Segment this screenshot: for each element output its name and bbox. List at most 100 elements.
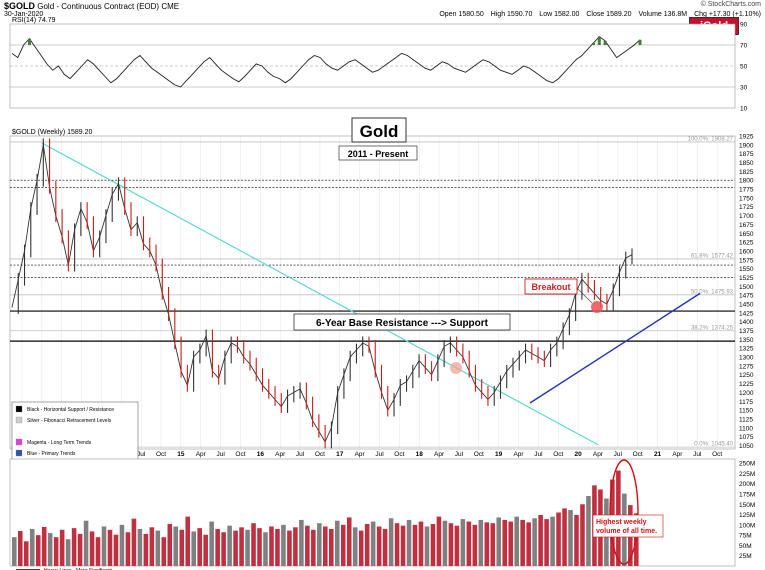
volume-bar [149,527,155,566]
volume-bar [287,530,292,566]
exchange: CME [161,2,180,11]
blue-trend-line [529,292,701,404]
price-series-layer [11,138,633,449]
price-tick-label: 1350 [739,337,754,344]
volume-bar [251,523,256,566]
volume-tick-label: 175M [739,491,755,498]
x-tick-label: Apr [434,451,445,458]
open-value: Open 1580.50 [439,11,484,18]
price-tick-label: 1775 [739,187,754,194]
volume-tick-label: 75M [739,533,752,540]
volume-bar [23,541,29,566]
volume-bar [221,532,226,566]
price-panel [9,135,736,450]
x-tick-label: Oct [394,451,404,458]
price-tick-label: 1900 [739,142,754,149]
volume-bar [442,520,448,566]
price-tick-label: 1675 [739,222,754,229]
volume-bar [113,534,119,566]
x-tick-label: Apr [196,451,207,458]
volume-bar [478,519,484,566]
volume-bar [424,526,430,566]
volume-bar [12,537,17,566]
x-tick-label: Jul [614,451,623,458]
volume-bar [364,524,370,566]
volume-bar [580,504,585,566]
source-credit: © StockCharts.com [700,1,761,8]
x-tick-label: Oct [712,451,722,458]
volume-bar [574,514,579,566]
x-tick-label: Jul [455,451,464,458]
volume-bar [388,518,394,566]
rsi-tick-label: 10 [740,106,748,113]
legend-label: Blue - Primary Trends [27,451,76,457]
price-tick-label: 1200 [739,390,754,397]
x-tick-label: Oct [315,451,325,458]
subtitle-box [338,145,418,161]
price-title: $GOLD (Weekly) 1589.20 [12,129,93,136]
x-tick-label: 15 [177,451,185,458]
volume-bar [281,524,286,566]
volume-bar [191,531,197,566]
volume-tick-label: 25M [739,553,752,560]
volume-bar [89,531,95,566]
price-tick-label: 1850 [739,160,754,167]
volume-bar [382,528,388,566]
price-tick-label: 1750 [739,195,754,202]
price-tick-label: 1075 [739,434,754,441]
volume-bar [71,528,77,566]
volume-bar [293,527,298,566]
price-tick-label: 1400 [739,319,754,326]
x-tick-label: Apr [355,451,366,458]
volume-bar [59,529,65,566]
price-tick-label: 1725 [739,204,754,211]
volume-bar [562,508,567,566]
legend-label: Magenta - Long Term Trends [27,440,92,446]
volume-bar [394,523,400,566]
volume-bar [328,528,334,566]
volume-bar [472,524,478,566]
x-tick-label: 18 [416,451,424,458]
volume-bar [227,525,232,566]
price-tick-label: 1700 [739,213,754,220]
volume-bar [209,521,214,566]
volume-bar [323,526,328,566]
volume-bar [550,516,555,566]
volume-bar [538,514,543,566]
price-tick-label: 1050 [739,443,754,450]
x-tick-label: Apr [513,451,524,458]
volume-bar [466,521,472,566]
volume-bar [430,524,436,566]
volume-bar [454,525,460,566]
x-tick-label: 20 [574,451,582,458]
price-lines: 100.0%: 1908.27 61.8%: 1577.42 50.0%: 1475… [10,136,735,448]
volume-bar [275,528,280,566]
subtitle: 2011 - Present [348,149,409,159]
volume-bar [257,528,262,566]
chart-symbol-line: $GOLD Gold - Continuous Contract (EOD) C… [4,1,179,11]
volume-bar [400,525,406,566]
x-tick-label: Jul [693,451,702,458]
price-tick-label: 1875 [739,151,754,158]
rsi-title: RSI(14) 74.79 [12,17,56,24]
x-tick-label: 19 [495,451,503,458]
fib-label: 0.0%: 1045.40 [694,442,733,448]
volume-bar [412,524,418,566]
volume-bar [269,526,274,566]
price-tick-label: 1825 [739,169,754,176]
volume-bar [167,524,173,566]
main-title: Gold [360,122,399,141]
price-tick-label: 1150 [739,408,753,415]
volume-bar [532,518,537,566]
price-tick-label: 1625 [739,240,754,247]
price-tick-label: 1100 [739,425,753,432]
breakout-marker [591,301,603,313]
volume-bar [460,519,466,566]
quote-line: Open 1580.50 High 1590.70 Low 1582.00 Cl… [434,11,761,18]
volume-bar [119,524,125,566]
volume-bar [448,523,454,566]
x-tick-label: Apr [672,451,683,458]
volume-bar [239,527,244,566]
price-tick-label: 1500 [739,284,754,291]
